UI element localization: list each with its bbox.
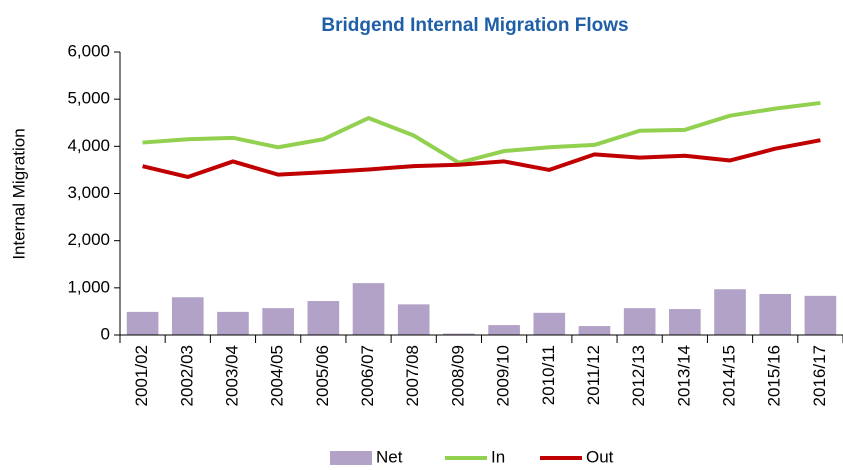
line-series (142, 138, 821, 179)
y-tick-label: 0 (101, 324, 110, 343)
x-tick-label: 2003/04 (222, 345, 241, 406)
legend-label: Out (586, 447, 614, 466)
bar (533, 312, 566, 335)
bar (669, 309, 701, 335)
x-tick-label: 2004/05 (268, 345, 287, 406)
x-tick-label: 2009/10 (494, 345, 513, 406)
y-tick-label: 5,000 (67, 89, 110, 108)
legend-swatch (330, 451, 372, 465)
y-tick-label: 6,000 (67, 41, 110, 60)
bar (714, 289, 746, 335)
x-tick-label: 2011/12 (584, 345, 603, 405)
x-tick-label: 2008/09 (448, 345, 467, 406)
x-tick-label: 2013/14 (674, 345, 693, 406)
x-tick-label: 2001/02 (132, 345, 151, 406)
legend-label: Net (376, 447, 403, 466)
bar (126, 311, 159, 335)
chart-title: Bridgend Internal Migration Flows (321, 15, 628, 36)
bar (804, 295, 837, 335)
x-tick-label: 2005/06 (313, 345, 332, 406)
x-tick-label: 2015/16 (765, 345, 784, 406)
y-tick-label: 4,000 (67, 136, 110, 155)
x-tick-label: 2014/15 (720, 345, 739, 406)
x-tick-label: 2002/03 (177, 345, 196, 406)
y-axis-label: Internal Migration (9, 128, 28, 259)
x-tick-label: 2016/17 (810, 345, 829, 406)
bar (307, 301, 340, 335)
bar (578, 326, 611, 335)
x-tick-label: 2007/08 (403, 345, 422, 406)
bar (488, 325, 520, 335)
bar (217, 311, 249, 335)
x-tick-label: 2012/13 (629, 345, 648, 406)
y-tick-label: 3,000 (67, 183, 110, 202)
x-tick-label: 2006/07 (358, 345, 377, 406)
bar (352, 283, 385, 335)
bar (397, 304, 430, 335)
bar (759, 293, 792, 335)
bar (262, 308, 294, 335)
y-tick-label: 1,000 (67, 277, 110, 296)
line-series (142, 100, 821, 165)
legend-label: In (491, 447, 505, 466)
bar (623, 308, 656, 335)
bar (443, 333, 475, 335)
bar (171, 297, 204, 335)
x-tick-label: 2010/11 (539, 345, 558, 405)
y-tick-label: 2,000 (67, 230, 110, 249)
